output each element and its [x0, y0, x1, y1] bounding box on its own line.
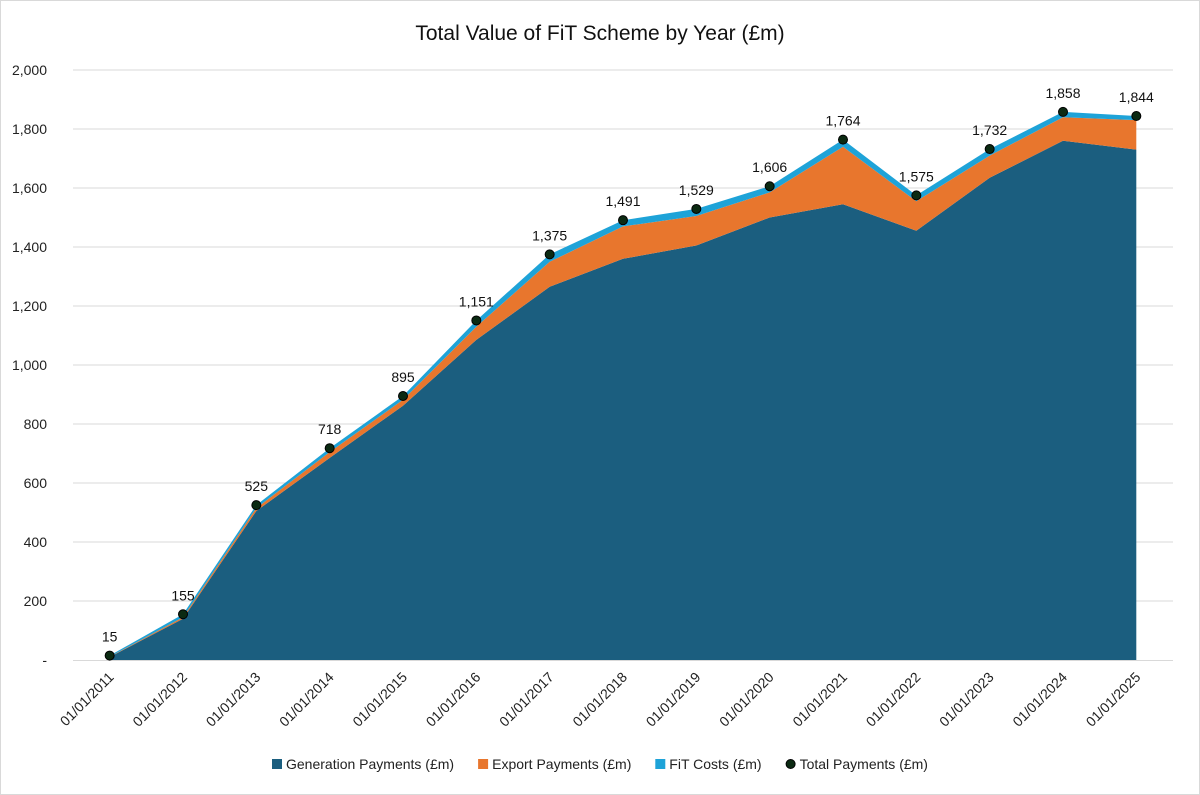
x-tick-label: 01/01/2016: [423, 669, 484, 730]
total-marker: [838, 134, 848, 145]
data-label: 1,844: [1119, 89, 1154, 105]
legend: Generation Payments (£m) Export Payments …: [272, 756, 928, 772]
x-tick-label: 01/01/2021: [789, 669, 850, 730]
legend-label: Total Payments (£m): [800, 756, 928, 772]
data-label: 1,491: [605, 193, 640, 209]
data-label: 1,151: [459, 293, 494, 309]
x-tick-label: 01/01/2015: [349, 669, 410, 730]
y-axis: - 200 400 600 800 1,000 1,200 1,400 1,600 1,800 2,…: [12, 62, 47, 668]
total-marker: [691, 203, 702, 214]
legend-label: Generation Payments (£m): [286, 756, 454, 772]
data-label: 1,764: [825, 113, 860, 129]
data-label: 1,529: [679, 182, 714, 198]
legend-swatch: [478, 759, 489, 769]
y-tick-label: -: [42, 652, 47, 668]
chart-title: Total Value of FiT Scheme by Year (£m): [415, 22, 784, 45]
y-tick-label: 800: [24, 416, 48, 432]
total-marker: [471, 315, 482, 326]
y-tick-label: 400: [24, 534, 48, 550]
total-marker: [1131, 111, 1142, 122]
x-tick-label: 01/01/2012: [129, 669, 190, 730]
y-tick-label: 1,800: [12, 121, 47, 137]
total-marker: [398, 390, 408, 401]
legend-swatch: [785, 759, 796, 769]
x-tick-label: 01/01/2019: [643, 669, 704, 730]
x-tick-label: 01/01/2013: [203, 669, 264, 730]
data-labels: 15 155 525 718 895 1,151 1,375 1,491 1,529 1,606 1…: [102, 85, 1154, 645]
data-label: 525: [245, 478, 269, 494]
data-label: 1,732: [972, 122, 1007, 138]
area-generation-payments-m: [109, 140, 1137, 661]
data-label: 895: [391, 369, 415, 385]
y-tick-label: 2,000: [12, 62, 47, 78]
x-tick-label: 01/01/2018: [569, 669, 630, 730]
data-label: 155: [171, 587, 195, 603]
x-tick-label: 01/01/2022: [863, 669, 924, 730]
legend-swatch: [272, 759, 282, 769]
total-marker: [544, 249, 555, 260]
data-label: 1,575: [899, 168, 934, 184]
x-axis: 01/01/2011 01/01/2012 01/01/2013 01/01/2014…: [57, 660, 1173, 730]
total-marker: [324, 443, 335, 454]
total-payments-markers: [104, 106, 1142, 661]
x-tick-label: 01/01/2024: [1009, 669, 1070, 730]
legend-swatch: [655, 759, 666, 769]
legend-label: FiT Costs (£m): [669, 756, 761, 772]
legend-label: Export Payments (£m): [492, 756, 631, 772]
y-tick-label: 1,200: [12, 298, 47, 314]
total-marker: [911, 190, 922, 201]
x-tick-label: 01/01/2025: [1083, 669, 1144, 730]
total-marker: [984, 144, 995, 155]
data-label: 15: [102, 629, 118, 645]
y-tick-label: 1,400: [12, 239, 47, 255]
y-tick-label: 600: [24, 475, 48, 491]
legend-item: Total Payments (£m): [785, 756, 928, 772]
total-marker: [618, 215, 628, 226]
y-tick-label: 1,600: [12, 180, 47, 196]
y-tick-label: 200: [24, 593, 48, 609]
legend-item: Generation Payments (£m): [272, 756, 454, 772]
total-marker: [764, 181, 775, 192]
data-label: 1,858: [1045, 85, 1080, 101]
total-marker: [1058, 106, 1068, 117]
x-tick-label: 01/01/2020: [716, 669, 777, 730]
x-tick-label: 01/01/2017: [496, 669, 557, 730]
data-label: 718: [318, 421, 342, 437]
y-tick-label: 1,000: [12, 357, 47, 373]
data-label: 1,606: [752, 159, 787, 175]
total-marker: [104, 650, 115, 661]
data-label: 1,375: [532, 227, 567, 243]
legend-item: FiT Costs (£m): [655, 756, 762, 772]
x-tick-label: 01/01/2011: [57, 669, 117, 729]
total-marker: [178, 609, 188, 620]
legend-item: Export Payments (£m): [478, 756, 631, 772]
x-tick-label: 01/01/2023: [936, 669, 997, 730]
x-tick-label: 01/01/2014: [276, 669, 337, 730]
total-marker: [251, 500, 262, 511]
